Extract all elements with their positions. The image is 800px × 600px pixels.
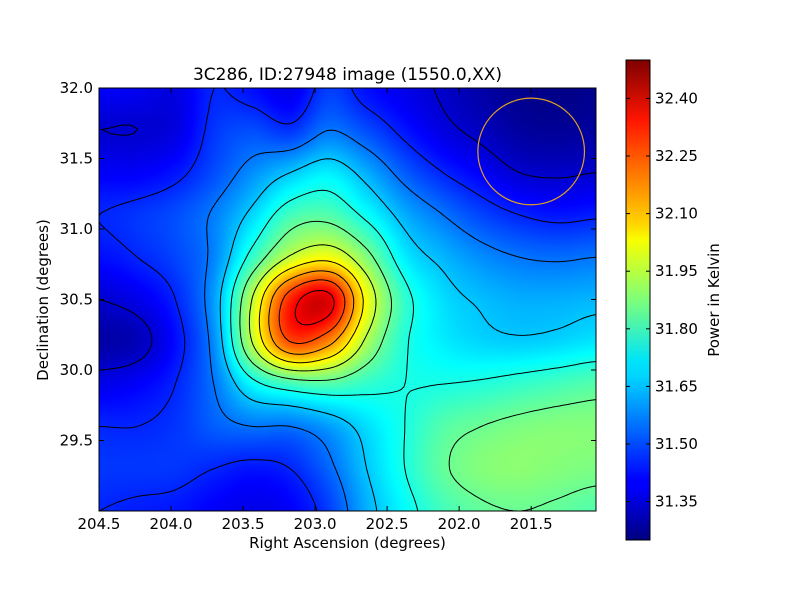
contour-line — [99, 88, 596, 511]
colorbar-tick-label: 31.80 — [655, 320, 698, 338]
colorbar-tick-label: 32.25 — [655, 147, 698, 165]
colorbar — [625, 59, 651, 541]
x-tick-label: 201.5 — [510, 515, 553, 533]
colorbar-tick-label: 31.35 — [655, 493, 698, 511]
x-tick-label: 203.0 — [294, 515, 337, 533]
y-tick-label: 30.0 — [60, 361, 93, 379]
colorbar-tick-label: 31.65 — [655, 377, 698, 395]
colorbar-ticks: 31.35 31.50 31.65 31.80 31.95 32.10 32.25 32.40 — [626, 89, 698, 511]
contour-line — [204, 129, 596, 511]
x-axis-ticks: 204.5 204.0 203.5 203.0 202.5 202.0 201.5 — [78, 88, 553, 533]
colorbar-tick-label: 32.40 — [655, 89, 698, 107]
y-tick-label: 29.5 — [60, 432, 93, 450]
y-axis-ticks: 29.5 30.0 30.5 31.0 31.5 32.0 — [60, 79, 596, 450]
x-tick-label: 204.5 — [78, 515, 121, 533]
contour-line — [258, 260, 364, 364]
x-tick-label: 202.0 — [438, 515, 481, 533]
colorbar-tick-label: 31.50 — [655, 435, 698, 453]
y-tick-label: 31.0 — [60, 220, 93, 238]
x-axis-label: Right Ascension (degrees) — [249, 534, 446, 552]
contour-line — [294, 290, 335, 326]
chart-title: 3C286, ID:27948 image (1550.0,XX) — [193, 65, 502, 85]
y-tick-label: 31.5 — [60, 150, 93, 168]
colorbar-tick-label: 32.10 — [655, 205, 698, 223]
contour-line — [230, 189, 596, 511]
contour-line — [99, 88, 596, 371]
colorbar-label: Power in Kelvin — [705, 243, 723, 357]
contour-line — [219, 158, 596, 511]
colorbar-tick-label: 31.95 — [655, 262, 698, 280]
beam-circle — [477, 97, 586, 206]
contour-line — [278, 279, 346, 344]
contour-line — [268, 270, 355, 355]
y-tick-label: 32.0 — [60, 79, 93, 97]
y-axis-label: Declination (degrees) — [34, 219, 52, 381]
x-tick-label: 202.5 — [366, 515, 409, 533]
x-tick-label: 203.5 — [222, 515, 265, 533]
contour-line — [248, 244, 377, 372]
heatmap-image — [99, 88, 596, 511]
y-tick-label: 30.5 — [60, 291, 93, 309]
contour-line — [239, 220, 596, 511]
x-tick-label: 204.0 — [150, 515, 193, 533]
contour-lines — [99, 88, 596, 511]
